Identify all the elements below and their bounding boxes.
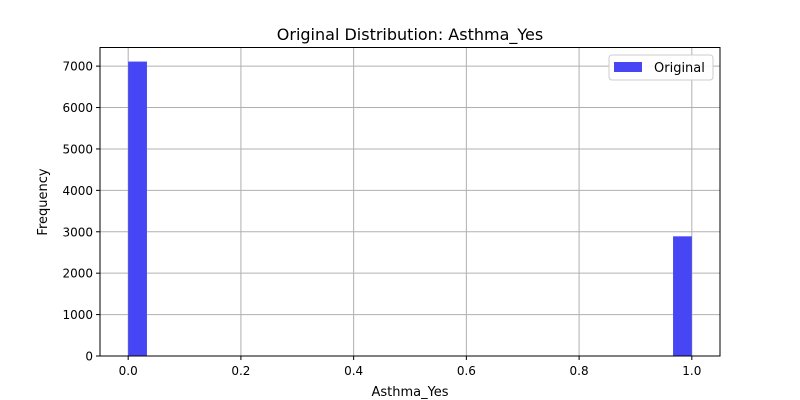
y-tick-label: 7000 — [62, 60, 93, 74]
y-tick-label: 3000 — [62, 225, 93, 239]
x-tick-label: 0.0 — [119, 364, 138, 378]
y-axis-ticks: 0 1000 2000 3000 4000 5000 6000 7000 — [62, 60, 100, 364]
x-tick-label: 0.4 — [344, 364, 363, 378]
y-tick-label: 1000 — [62, 308, 93, 322]
x-tick-label: 0.2 — [231, 364, 250, 378]
chart-title: Original Distribution: Asthma_Yes — [277, 25, 543, 45]
y-tick-label: 5000 — [62, 142, 93, 156]
x-axis-ticks: 0.0 0.2 0.4 0.6 0.8 1.0 — [119, 356, 701, 378]
y-tick-label: 6000 — [62, 101, 93, 115]
x-tick-label: 0.8 — [570, 364, 589, 378]
legend-label-original: Original — [654, 61, 705, 76]
legend-swatch — [614, 62, 642, 72]
histogram-bar — [673, 236, 692, 356]
y-axis-label: Frequency — [36, 168, 51, 235]
histogram-bar — [128, 61, 147, 356]
y-tick-label: 4000 — [62, 184, 93, 198]
x-tick-label: 1.0 — [682, 364, 701, 378]
legend-box — [608, 54, 714, 81]
x-axis-label: Asthma_Yes — [371, 385, 448, 400]
y-tick-label: 0 — [85, 350, 93, 364]
bars — [128, 61, 692, 356]
legend: Original — [608, 54, 714, 81]
plot-frame — [99, 47, 721, 357]
x-tick-label: 0.6 — [457, 364, 476, 378]
y-tick-label: 2000 — [62, 267, 93, 281]
